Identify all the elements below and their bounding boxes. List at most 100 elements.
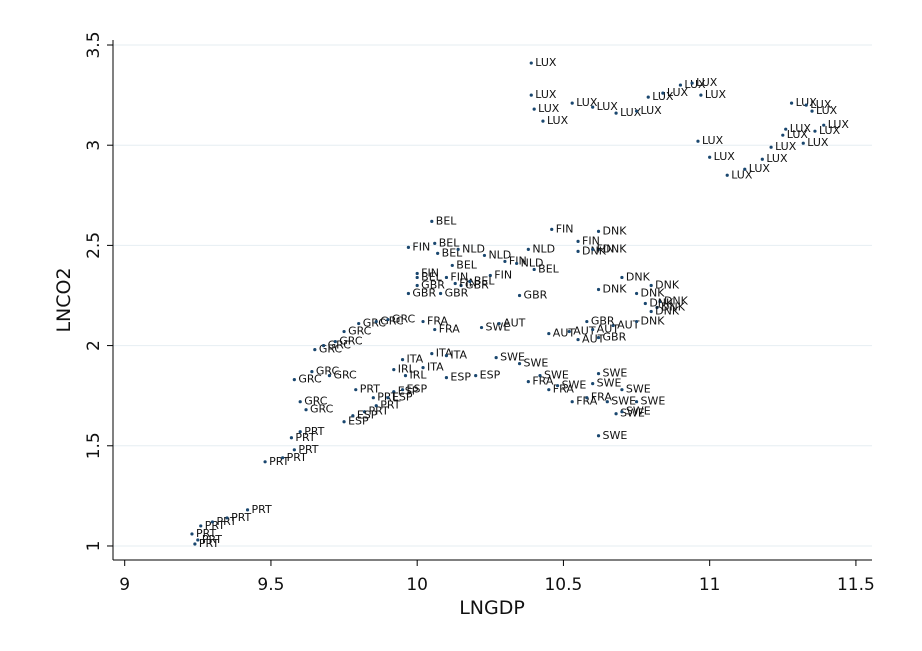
point (479, 325, 484, 330)
point (614, 412, 618, 416)
point-label: DNK (664, 295, 689, 308)
point-label: FIN (494, 268, 512, 281)
point (781, 133, 785, 137)
point (605, 400, 609, 404)
point-label: FIN (412, 240, 430, 253)
point-label: GRC (392, 313, 416, 326)
point (298, 400, 302, 404)
point-label: LUX (731, 168, 753, 181)
point-label: GRC (298, 373, 322, 386)
point-label: LUX (667, 86, 689, 99)
point-label: LUX (819, 124, 841, 137)
point (596, 335, 601, 340)
point-label: LUX (810, 98, 832, 111)
point-label: LUX (828, 118, 850, 131)
point (526, 247, 530, 252)
point-label: ITA (407, 353, 424, 366)
point (517, 362, 522, 366)
point (784, 127, 788, 131)
point-label: PRT (231, 511, 251, 524)
point (421, 366, 425, 370)
point (596, 229, 601, 233)
point-label: DNK (582, 244, 607, 257)
point-label: ITA (450, 349, 467, 362)
point (541, 119, 545, 123)
point (634, 319, 639, 324)
point (576, 249, 580, 254)
point-label: GRC (304, 395, 328, 408)
point-label: LUX (816, 104, 838, 117)
point (415, 283, 419, 288)
point (450, 263, 454, 268)
point (474, 374, 478, 378)
point (570, 400, 574, 404)
point-label: ESP (348, 415, 369, 428)
point (374, 319, 378, 324)
point-label: SWE (562, 379, 587, 392)
point-label: DNK (661, 301, 686, 314)
point-label: FIN (421, 266, 439, 279)
point-label: LUX (547, 114, 569, 127)
point (503, 259, 507, 264)
point-label: PRT (295, 431, 315, 444)
point-label: DNK (603, 242, 628, 255)
point-label: LUX (538, 102, 560, 115)
point-label: GRC (333, 369, 357, 382)
point (321, 343, 326, 348)
point (392, 390, 396, 394)
point-label: GRC (339, 335, 363, 348)
point-label: SWE (544, 369, 569, 382)
point-label: SWE (626, 383, 651, 396)
point-label: LUX (620, 106, 642, 119)
x-tick-label: 11 (699, 575, 721, 595)
point (374, 404, 378, 408)
point-label: FIN (459, 276, 477, 289)
point-label: PRT (304, 425, 324, 438)
point-label: IRL (398, 363, 416, 376)
point-label: GRC (348, 325, 372, 338)
point (281, 456, 285, 460)
point (570, 101, 574, 105)
point-label: GRC (328, 339, 352, 352)
point (430, 219, 434, 223)
point (433, 241, 437, 245)
point-label: DNK (649, 297, 674, 310)
point (614, 111, 618, 115)
point (298, 430, 302, 434)
point (634, 400, 639, 404)
point (529, 61, 533, 65)
point (263, 460, 267, 464)
point (620, 410, 624, 414)
point-label: GRC (380, 315, 404, 328)
point (304, 408, 308, 412)
point (459, 283, 463, 288)
point (743, 167, 747, 171)
point-label: BEL (538, 262, 559, 275)
point-label: PRT (360, 383, 380, 396)
point (406, 291, 411, 296)
point-label: GBR (421, 278, 445, 291)
point-label: PRT (269, 455, 289, 468)
point-label: PRT (196, 527, 216, 540)
point-label: LUX (796, 96, 818, 109)
point-label: FRA (591, 391, 613, 404)
point-label: GBR (591, 315, 615, 328)
point-label: PRT (199, 537, 219, 550)
point (646, 95, 650, 99)
point (649, 309, 653, 314)
point (400, 388, 405, 392)
point (822, 123, 826, 127)
y-tick-label: 1 (84, 541, 104, 552)
point-label: ITA (436, 347, 453, 360)
point (415, 271, 419, 276)
point-label: FRA (439, 323, 461, 336)
point-label: GBR (412, 286, 436, 299)
point (620, 275, 624, 280)
point (421, 319, 425, 324)
point-label: PRT (202, 533, 222, 546)
point-label: LUX (705, 88, 727, 101)
point-label: LUX (576, 96, 598, 109)
point-label: DNK (641, 286, 666, 299)
point (690, 81, 694, 85)
